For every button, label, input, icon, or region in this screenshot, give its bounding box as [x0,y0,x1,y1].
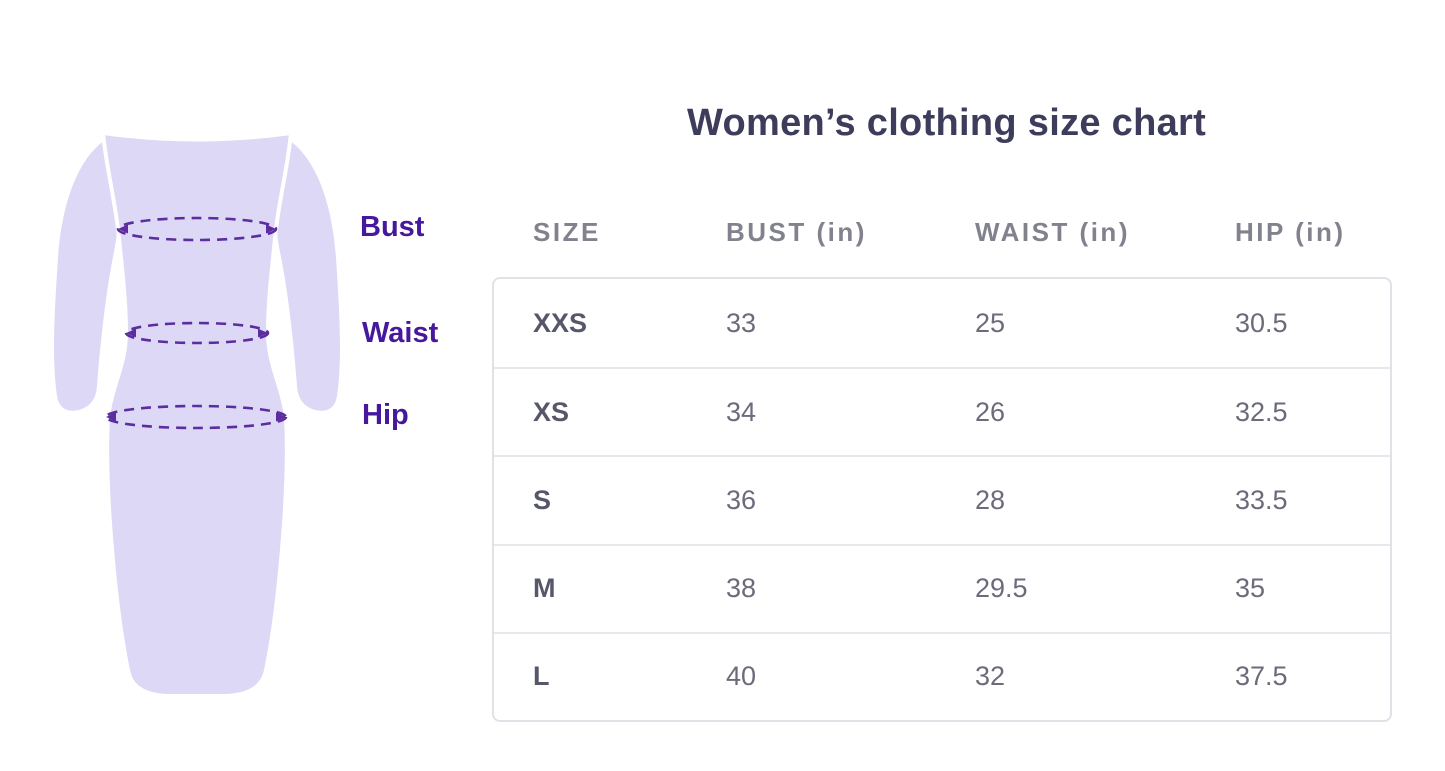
table-row-m: M 38 29.5 35 [494,543,1390,632]
size-table: XXS 33 25 30.5 XS 34 26 32.5 S 36 28 33.… [492,277,1392,722]
dress-illustration [54,130,340,698]
waist-arrow-left [126,328,136,338]
cell-size: L [533,661,550,692]
cell-waist: 28 [975,484,1006,515]
table-row-s: S 36 28 33.5 [494,455,1390,543]
cell-size: M [533,573,556,604]
cell-bust: 36 [726,484,757,515]
cell-waist: 26 [975,396,1006,427]
cell-waist: 29.5 [975,573,1028,604]
table-row-l: L 40 32 37.5 [494,631,1390,720]
table-row-xs: XS 34 26 32.5 [494,367,1390,455]
cell-size: XXS [533,307,588,338]
cell-bust: 34 [726,396,757,427]
bust-label: Bust [360,211,425,243]
hip-arrow-left [106,412,116,422]
column-header-hip: HIP (in) [1235,217,1346,247]
cell-hip: 35 [1235,573,1266,604]
cell-bust: 38 [726,573,757,604]
cell-hip: 37.5 [1235,661,1288,692]
waist-arrow-right [258,328,268,338]
bust-arrow-left [118,224,128,234]
table-row-xxs: XXS 33 25 30.5 [494,279,1390,367]
cell-size: XS [533,396,570,427]
waist-label: Waist [362,317,439,349]
size-table-header: SIZE BUST (in) WAIST (in) HIP (in) [492,217,1392,248]
cell-size: S [533,484,552,515]
cell-bust: 33 [726,307,757,338]
hip-arrow-right [276,412,286,422]
cell-waist: 25 [975,307,1006,338]
column-header-size: SIZE [533,217,601,247]
cell-bust: 40 [726,661,757,692]
cell-hip: 30.5 [1235,307,1288,338]
cell-hip: 33.5 [1235,484,1288,515]
cell-waist: 32 [975,661,1006,692]
bust-arrow-right [266,224,276,234]
hip-label: Hip [362,399,409,431]
column-header-waist: WAIST (in) [975,217,1130,247]
cell-hip: 32.5 [1235,396,1288,427]
column-header-bust: BUST (in) [726,217,867,247]
page-title: Women’s clothing size chart [687,102,1207,144]
